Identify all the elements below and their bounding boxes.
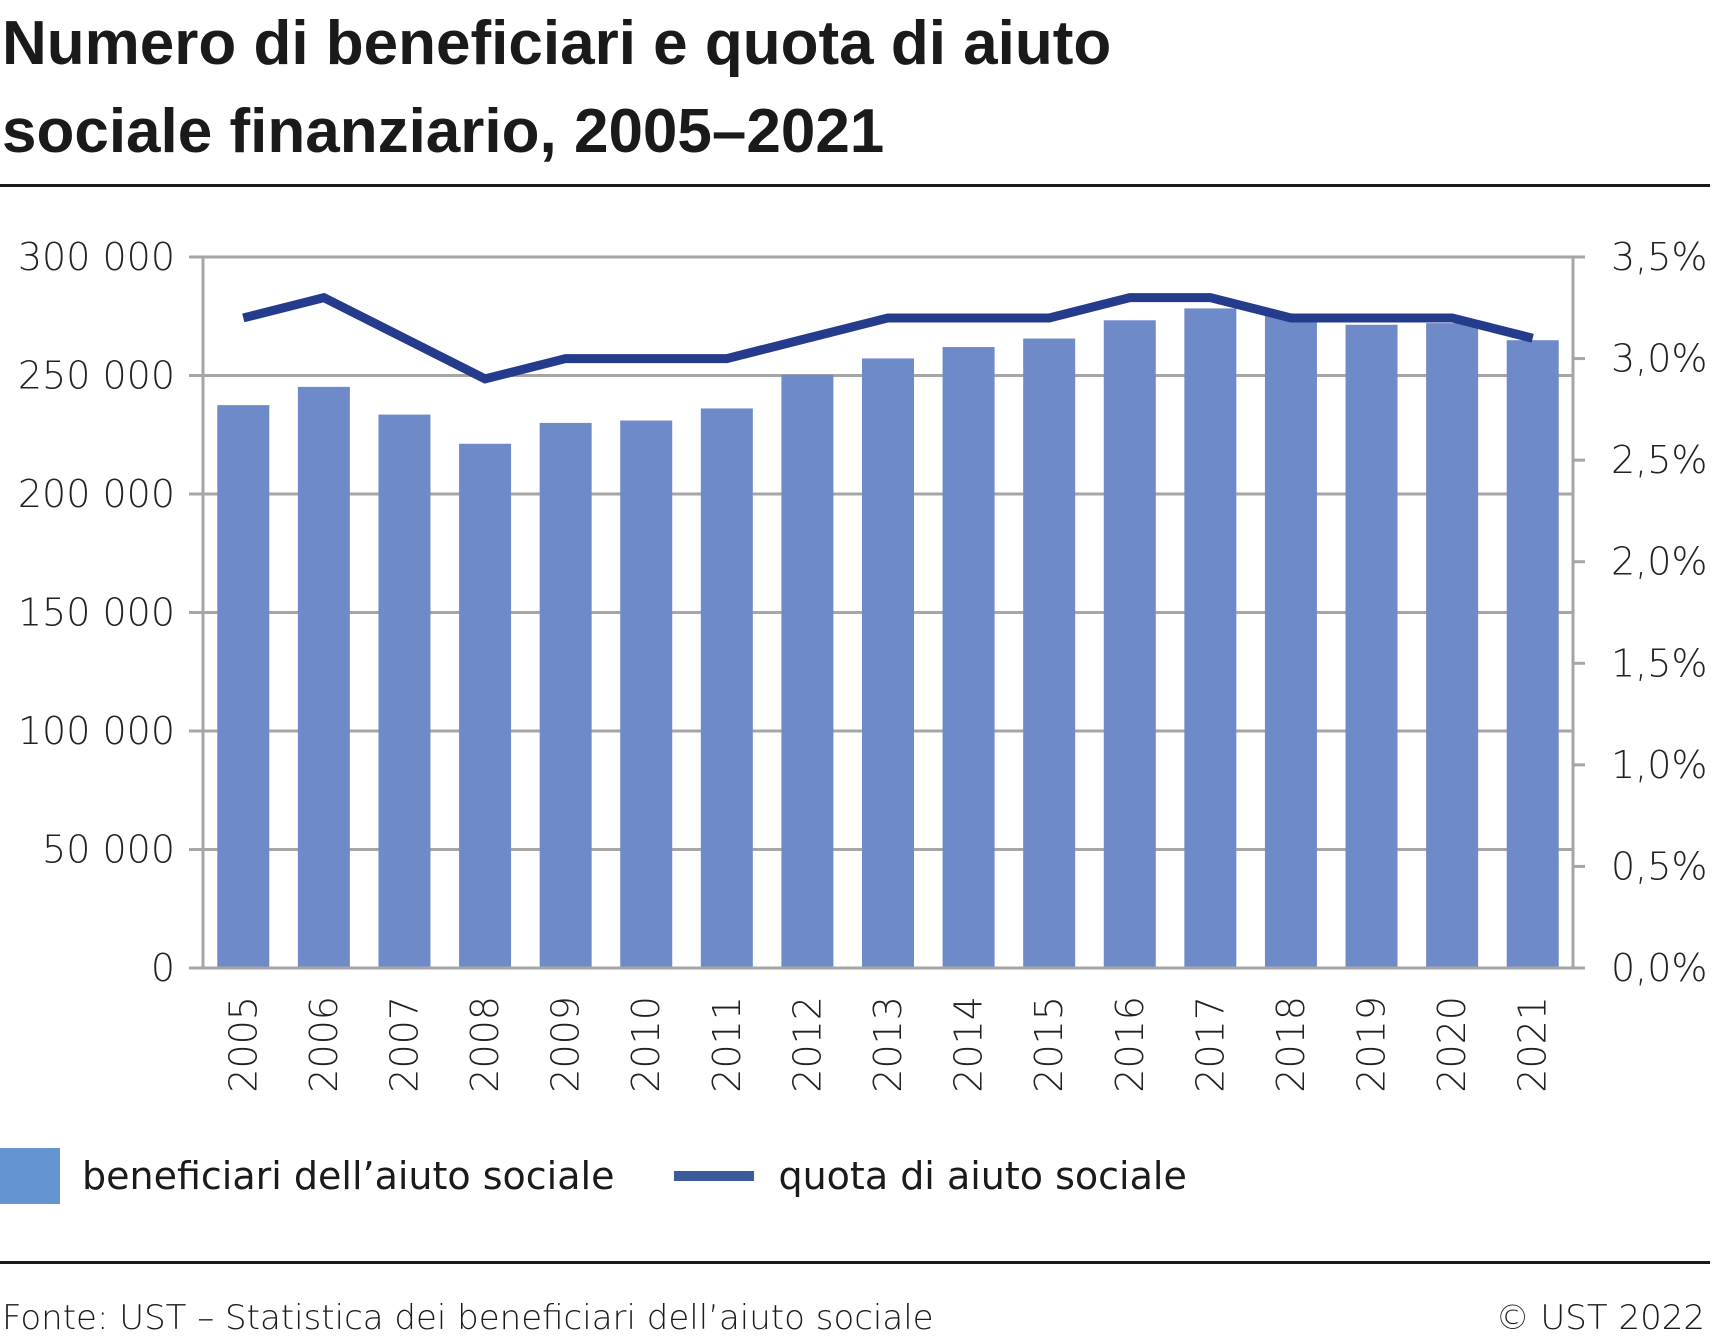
y-left-tick-label: 0	[151, 946, 175, 990]
y-right-tick-label: 3,0%	[1611, 337, 1708, 381]
legend-bar-swatch	[0, 1148, 60, 1204]
y-left-tick-label: 150 000	[18, 591, 175, 635]
bar-2012	[781, 374, 834, 968]
bar-2006	[297, 386, 350, 969]
chart-title: Numero di beneficiari e quota di aiuto s…	[2, 9, 1112, 166]
y-right-tick-label: 0,0%	[1611, 946, 1708, 990]
x-tick-label: 2019	[1350, 996, 1394, 1093]
x-tick-label: 2006	[302, 996, 346, 1093]
bar-2014	[942, 347, 995, 968]
y-right-tick-label: 1,0%	[1611, 743, 1708, 787]
y-right-tick-label: 3,5%	[1611, 235, 1708, 279]
bar-2008	[459, 443, 512, 969]
x-tick-label: 2010	[624, 996, 668, 1093]
bar-2010	[620, 420, 673, 968]
chart: 0 50 000 100 000 150 000 200 000 250 000 300 0…	[18, 235, 1708, 1093]
x-tick-label: 2013	[866, 996, 910, 1093]
bar-2011	[700, 408, 753, 968]
bar-2021	[1506, 340, 1559, 968]
y-left-tick-label: 300 000	[18, 235, 175, 279]
legend-bar-label: beneficiari dell’aiuto sociale	[82, 1154, 615, 1198]
bar-2005	[217, 405, 270, 968]
x-tick-label: 2009	[544, 996, 588, 1093]
y-left-tick-label: 100 000	[18, 709, 175, 753]
bottom-rule	[0, 1261, 1710, 1264]
y-right-tick-label: 2,0%	[1611, 540, 1708, 584]
bar-2018	[1264, 316, 1317, 968]
y-right-tick-label: 2,5%	[1611, 438, 1708, 482]
x-tick-label: 2021	[1511, 996, 1555, 1093]
x-tick-label: 2012	[785, 996, 829, 1093]
y-left-tick-label: 250 000	[18, 354, 175, 398]
source-note: Fonte: UST – Statistica dei beneficiari …	[2, 1298, 934, 1338]
x-tick-label: 2016	[1108, 996, 1152, 1093]
bar-2013	[862, 358, 914, 968]
bar-2015	[1023, 338, 1076, 968]
bar-2020	[1426, 323, 1479, 968]
legend-line-swatch	[674, 1171, 755, 1181]
bar-2016	[1103, 320, 1156, 968]
legend: beneficiari dell’aiuto sociale quota di …	[0, 1148, 1187, 1204]
legend-line-label: quota di aiuto sociale	[778, 1154, 1187, 1198]
x-tick-label: 2014	[947, 996, 991, 1093]
x-tick-label: 2011	[705, 996, 749, 1093]
top-rule	[0, 184, 1710, 187]
x-tick-label: 2015	[1027, 996, 1071, 1093]
copyright: © UST 2022	[1495, 1298, 1705, 1338]
bar-2017	[1184, 308, 1237, 969]
bar-2007	[378, 414, 431, 969]
x-tick-label: 2005	[221, 996, 265, 1093]
y-left-tick-label: 200 000	[18, 472, 175, 516]
x-tick-label: 2008	[463, 996, 507, 1093]
x-tick-label: 2020	[1430, 996, 1474, 1093]
x-tick-label: 2007	[382, 996, 426, 1093]
x-tick-label: 2018	[1269, 996, 1313, 1093]
y-right-tick-label: 0,5%	[1611, 844, 1708, 888]
y-right-tick-label: 1,5%	[1611, 641, 1708, 685]
x-tick-label: 2017	[1188, 996, 1232, 1093]
bar-2009	[539, 422, 592, 968]
y-left-tick-label: 50 000	[42, 828, 175, 872]
bar-2019	[1345, 324, 1398, 969]
